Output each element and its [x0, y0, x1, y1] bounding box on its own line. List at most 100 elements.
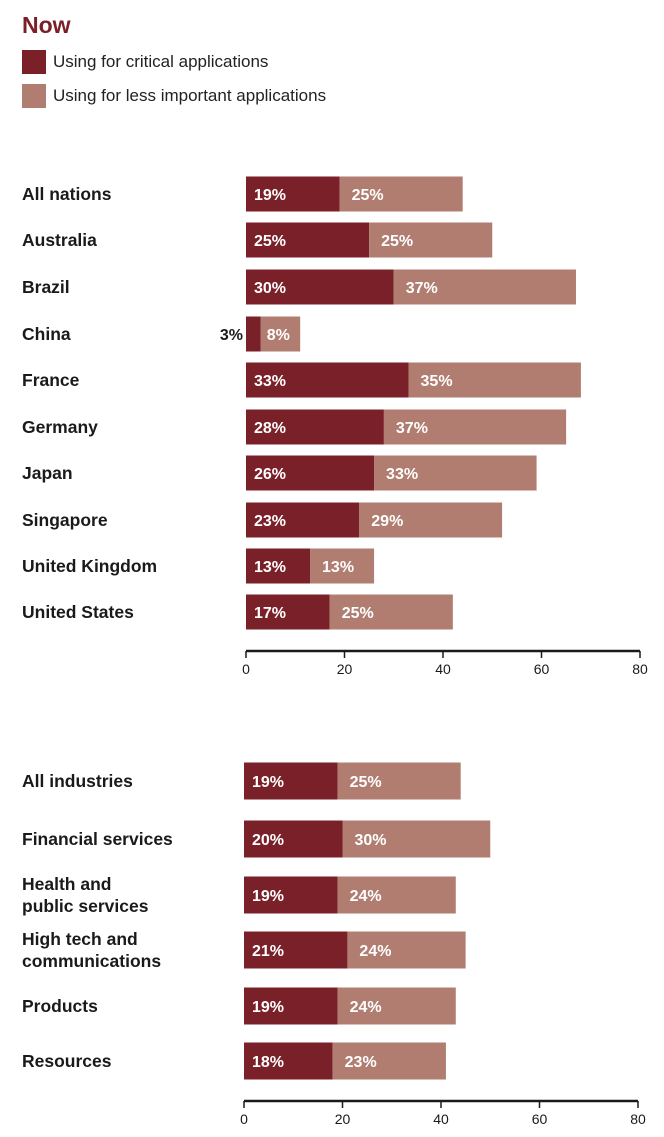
value-label-less-important: 25%: [352, 187, 384, 204]
value-label-critical: 17%: [254, 605, 286, 622]
legend-label-critical: Using for critical applications: [53, 52, 269, 71]
category-label: France: [22, 370, 80, 390]
chart-title: Now: [22, 12, 71, 38]
bar-less-important: [359, 502, 503, 538]
value-label-less-important: 24%: [350, 888, 382, 905]
value-label-critical: 13%: [254, 559, 286, 576]
bar-less-important: [383, 409, 567, 445]
category-label-line: All industries: [22, 771, 133, 791]
category-label-line: Japan: [22, 463, 73, 483]
category-label: Japan: [22, 463, 73, 483]
category-label: United States: [22, 602, 134, 622]
value-label-less-important: 24%: [359, 943, 391, 960]
x-axis-tick-label: 20: [337, 661, 353, 677]
x-axis-tick-label: 40: [435, 661, 451, 677]
bar-critical: [246, 455, 375, 491]
bar-less-important: [329, 594, 453, 630]
legend-swatch-less-important: [22, 84, 46, 108]
value-label-critical: 28%: [254, 420, 286, 437]
x-axis-tick-label: 40: [433, 1111, 449, 1127]
bar-critical: [246, 502, 360, 538]
bar-less-important: [260, 316, 301, 352]
legend-swatch-critical: [22, 50, 46, 74]
category-label-line: communications: [22, 951, 161, 971]
bar-critical: [246, 316, 261, 352]
value-label-critical: 19%: [252, 888, 284, 905]
x-axis-tick-label: 60: [532, 1111, 548, 1127]
value-label-less-important: 35%: [421, 373, 453, 390]
bar-less-important: [393, 269, 576, 305]
bar-critical: [246, 594, 330, 630]
category-label-line: All nations: [22, 184, 112, 204]
x-axis-tick-label: 0: [240, 1111, 248, 1127]
bar-critical: [246, 409, 384, 445]
bar-less-important: [337, 987, 456, 1025]
value-label-critical: 19%: [254, 187, 286, 204]
value-label-less-important: 33%: [386, 466, 418, 483]
value-label-critical: 23%: [254, 513, 286, 530]
bar-critical: [244, 820, 343, 858]
value-label-less-important: 30%: [355, 832, 387, 849]
x-axis-tick-label: 0: [242, 661, 250, 677]
category-label-line: Products: [22, 996, 98, 1016]
category-label-line: China: [22, 324, 71, 344]
bar-critical: [246, 548, 311, 584]
value-label-less-important: 24%: [350, 999, 382, 1016]
x-axis-tick-label: 80: [630, 1111, 646, 1127]
bar-less-important: [339, 176, 463, 212]
value-label-critical: 21%: [252, 943, 284, 960]
value-label-critical: 20%: [252, 832, 284, 849]
value-label-less-important: 13%: [322, 559, 354, 576]
chart-panel-1: All nations 19% 25% Australia 25% 25% Brazil 30…: [22, 176, 648, 677]
category-label: Health and public services: [22, 874, 149, 916]
legend-item-less-important: Using for less important applications: [22, 84, 326, 108]
value-label-less-important: 23%: [345, 1054, 377, 1071]
x-axis-tick-label: 80: [632, 661, 648, 677]
x-axis-tick-label: 60: [534, 661, 550, 677]
bar-critical: [246, 269, 394, 305]
bar-critical: [246, 222, 370, 258]
category-label: Financial services: [22, 829, 173, 849]
category-label-line: United States: [22, 602, 134, 622]
category-label: Resources: [22, 1051, 112, 1071]
legend-label-less-important: Using for less important applications: [53, 86, 327, 105]
category-label-line: Australia: [22, 230, 97, 250]
category-label-line: Germany: [22, 417, 98, 437]
category-label-line: United Kingdom: [22, 556, 157, 576]
value-label-critical: 25%: [254, 233, 286, 250]
value-label-critical: 33%: [254, 373, 286, 390]
bar-critical: [244, 931, 348, 969]
value-label-less-important: 37%: [396, 420, 428, 437]
value-label-less-important: 25%: [381, 233, 413, 250]
value-label-critical: 30%: [254, 280, 286, 297]
value-label-critical: 19%: [252, 999, 284, 1016]
bar-less-important: [332, 1042, 446, 1080]
bar-less-important: [408, 362, 581, 398]
bar-less-important: [337, 876, 456, 914]
bar-critical: [244, 876, 338, 914]
category-label: Brazil: [22, 277, 70, 297]
value-label-less-important: 25%: [342, 605, 374, 622]
bar-critical: [244, 1042, 333, 1080]
bar-less-important: [374, 455, 537, 491]
category-label-line: Brazil: [22, 277, 70, 297]
value-label-less-important: 37%: [406, 280, 438, 297]
bar-critical: [244, 762, 338, 800]
bar-less-important: [369, 222, 493, 258]
category-label-line: High tech and: [22, 929, 138, 949]
value-label-less-important: 29%: [371, 513, 403, 530]
value-label-critical: 26%: [254, 466, 286, 483]
value-label-less-important: 25%: [350, 774, 382, 791]
chart-panel-2: All industries 19% 25% Financial services 20…: [22, 762, 646, 1127]
category-label: All industries: [22, 771, 133, 791]
category-label: United Kingdom: [22, 556, 157, 576]
category-label: Germany: [22, 417, 98, 437]
category-label-line: public services: [22, 896, 149, 916]
bar-less-important: [342, 820, 491, 858]
category-label: Australia: [22, 230, 97, 250]
category-label-line: Financial services: [22, 829, 173, 849]
category-label-line: Singapore: [22, 510, 108, 530]
x-axis-tick-label: 20: [335, 1111, 351, 1127]
category-label: High tech and communications: [22, 929, 161, 971]
